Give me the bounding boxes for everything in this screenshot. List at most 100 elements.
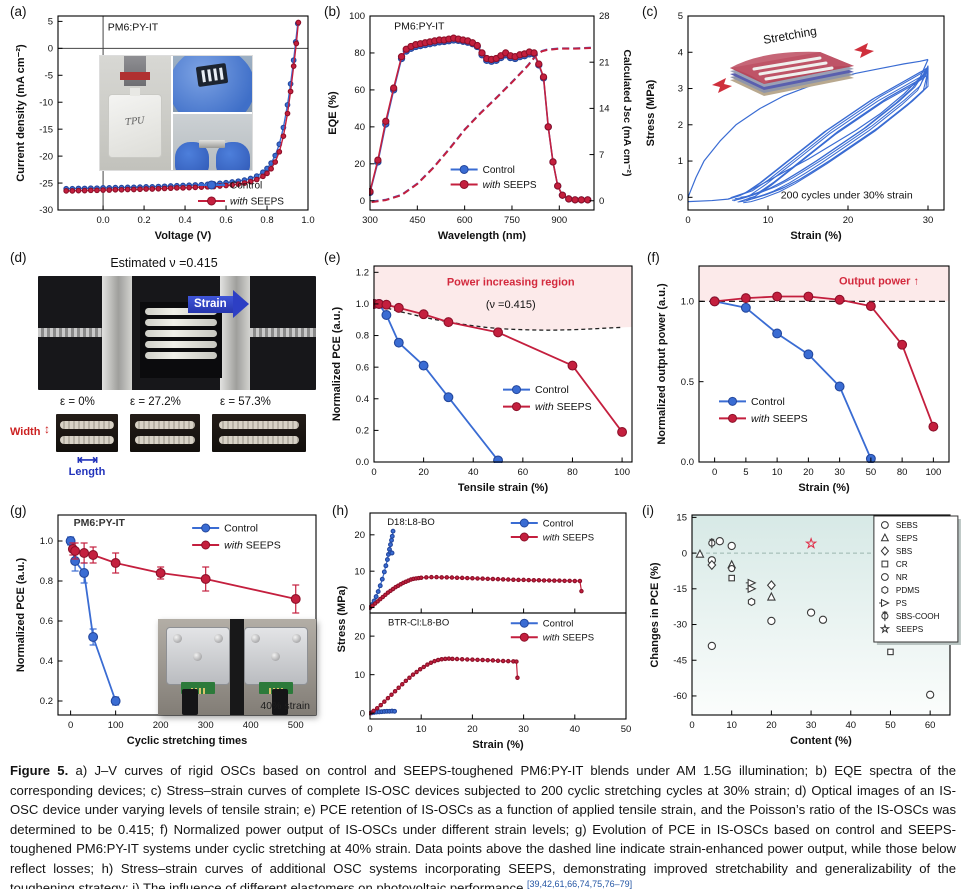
clamp-fixture [120,56,151,86]
width-arrow-icon: ↕ [44,422,50,436]
svg-text:0: 0 [367,724,372,735]
svg-text:900: 900 [551,215,567,226]
svg-text:0.4: 0.4 [40,656,53,667]
svg-text:10: 10 [416,724,427,735]
eps-0-label: ε = 0% [60,396,95,408]
svg-text:-15: -15 [39,124,53,135]
svg-text:0.2: 0.2 [356,426,369,437]
svg-text:PM6:PY-IT: PM6:PY-IT [74,517,126,529]
svg-text:0: 0 [712,467,717,478]
svg-text:40: 40 [570,724,581,735]
svg-text:4: 4 [678,47,683,58]
stretching-label: Stretching [762,24,818,47]
elastomer-comparison-scatter-chart: 0 10 20 30 40 50 60 15 0 -15 -30 -45 -60 Content (%) C… [649,513,961,747]
panel-g-tag: (g) [10,503,27,518]
svg-text:20: 20 [766,720,777,731]
svg-text:10: 10 [763,215,774,226]
svg-text:NR: NR [896,573,908,582]
panel-c-tag: (c) [642,4,658,19]
svg-text:20: 20 [843,215,854,226]
svg-text:10: 10 [354,670,365,681]
svg-text:-5: -5 [45,70,53,81]
gloved-hands-photo [172,114,252,170]
svg-text:200 cycles under 30% strain: 200 cycles under 30% strain [781,189,913,201]
stretcher-machine-photo: 40% strain [158,619,316,715]
strain-arrow: Strain [188,290,249,318]
svg-text:Normalized PCE (a.u.): Normalized PCE (a.u.) [331,307,343,422]
svg-text:20: 20 [354,530,365,541]
svg-text:Normalized PCE (a.u.): Normalized PCE (a.u.) [15,558,27,673]
svg-text:750: 750 [504,215,520,226]
svg-text:with SEEPS: with SEEPS [483,180,537,191]
poisson-ratio-title: Estimated ν =0.415 [110,256,218,270]
svg-text:with SEEPS: with SEEPS [535,401,592,413]
svg-text:3: 3 [678,84,683,95]
cable-left [182,689,198,715]
svg-text:20: 20 [354,159,365,170]
caption-references[interactable]: [39,42,61,66,74,75,76–79] [527,879,633,889]
svg-text:1.0: 1.0 [40,536,53,547]
svg-text:with SEEPS: with SEEPS [224,540,281,552]
tpu-bag-photo: TPU [100,56,171,170]
svg-text:0.0: 0.0 [681,457,694,468]
svg-text:Control: Control [543,619,574,630]
length-label: Length [68,466,106,478]
svg-text:50: 50 [866,467,877,478]
pce-vs-strain-chart: 0 20 40 60 80 100 0.0 0.2 0.4 0.6 0.8 1.0 1.2 Tensile… [331,265,633,494]
caption-label: Figure 5. [10,763,69,778]
cyclic-pce-chart: 0 100 200 300 400 500 0.2 0.4 0.6 0.8 1.0 Cyclic st… [15,514,317,747]
eqe-spectra-chart: 300 450 600 750 900 0 20 40 60 80 100 0 7 14 21 28 Calcu… [327,11,633,242]
panel-e-tag: (e) [324,250,341,265]
svg-text:100: 100 [925,467,941,478]
svg-text:10: 10 [726,720,737,731]
svg-text:with SEEPS: with SEEPS [230,196,284,207]
svg-text:1: 1 [678,156,683,167]
panel-i: (i) 0 10 20 30 40 50 60 15 0 -15 -30 -45 -60 Content … [640,503,964,759]
svg-text:Cyclic stretching times: Cyclic stretching times [127,735,247,747]
panel-h-tag: (h) [332,503,349,518]
svg-text:Voltage (V): Voltage (V) [155,230,212,242]
cyclic-stress-strain-chart: 0 10 20 30 0 1 2 3 4 5 Strain (%) Stress (MPa) 200 c… [645,11,945,242]
svg-text:0: 0 [599,196,604,207]
svg-text:0.4: 0.4 [178,215,191,226]
sample-gap [230,619,244,715]
strain-40-label: 40% strain [260,700,310,712]
svg-text:SEBS: SEBS [896,521,918,530]
svg-text:Power increasing region: Power increasing region [447,277,575,289]
tpu-bag-label: TPU [125,116,146,128]
stress-axis-label: Stress (MPa) [336,585,348,653]
svg-text:0.8: 0.8 [260,215,273,226]
svg-text:2: 2 [678,120,683,131]
clamp-left [102,276,132,390]
stretching-rig-photo: Strain [38,276,316,390]
svg-text:1.0: 1.0 [301,215,314,226]
svg-text:PM6:PY-IT: PM6:PY-IT [394,21,445,33]
svg-text:Strain (%): Strain (%) [472,739,524,751]
svg-text:30: 30 [518,724,529,735]
svg-text:1.0: 1.0 [356,299,369,310]
svg-text:-10: -10 [39,97,53,108]
panel-d: (d) Estimated ν =0.415 Strain ε = 0% ε =… [8,250,320,502]
svg-text:Calculated Jsc (mA cm⁻²): Calculated Jsc (mA cm⁻²) [621,49,633,176]
svg-text:10: 10 [772,467,783,478]
svg-text:0: 0 [689,720,694,731]
svg-text:40: 40 [468,467,479,478]
jv-curves-chart: 0.0 0.2 0.4 0.6 0.8 1.0 5 0 -5 -10 -15 -20 -25 -30 Vol… [15,15,315,242]
svg-text:5: 5 [678,11,683,22]
panel-c: (c) 0 10 20 30 0 1 2 3 4 5 Strain (%) Stress (MPa) 2… [640,4,962,250]
svg-text:Control: Control [751,396,785,408]
svg-text:300: 300 [362,215,378,226]
svg-text:BTR-Cl:L8-BO: BTR-Cl:L8-BO [388,618,449,629]
output-power-chart: 0 5 10 20 30 50 80 100 0.0 0.5 1.0 Strain (%) Normal… [656,265,950,494]
svg-text:Changes in PCE (%): Changes in PCE (%) [649,562,661,667]
machine-block-right [244,627,308,694]
panel-f: (f) 0 5 10 20 30 50 80 100 0.0 0.5 1.0 Strain (%) No… [645,250,962,502]
svg-text:0: 0 [685,215,690,226]
svg-text:20: 20 [418,467,429,478]
svg-text:CR: CR [896,560,908,569]
strip-photo-57pct [212,414,306,452]
svg-text:60: 60 [354,85,365,96]
eps-27-label: ε = 27.2% [130,396,181,408]
svg-text:Content (%): Content (%) [790,735,852,747]
